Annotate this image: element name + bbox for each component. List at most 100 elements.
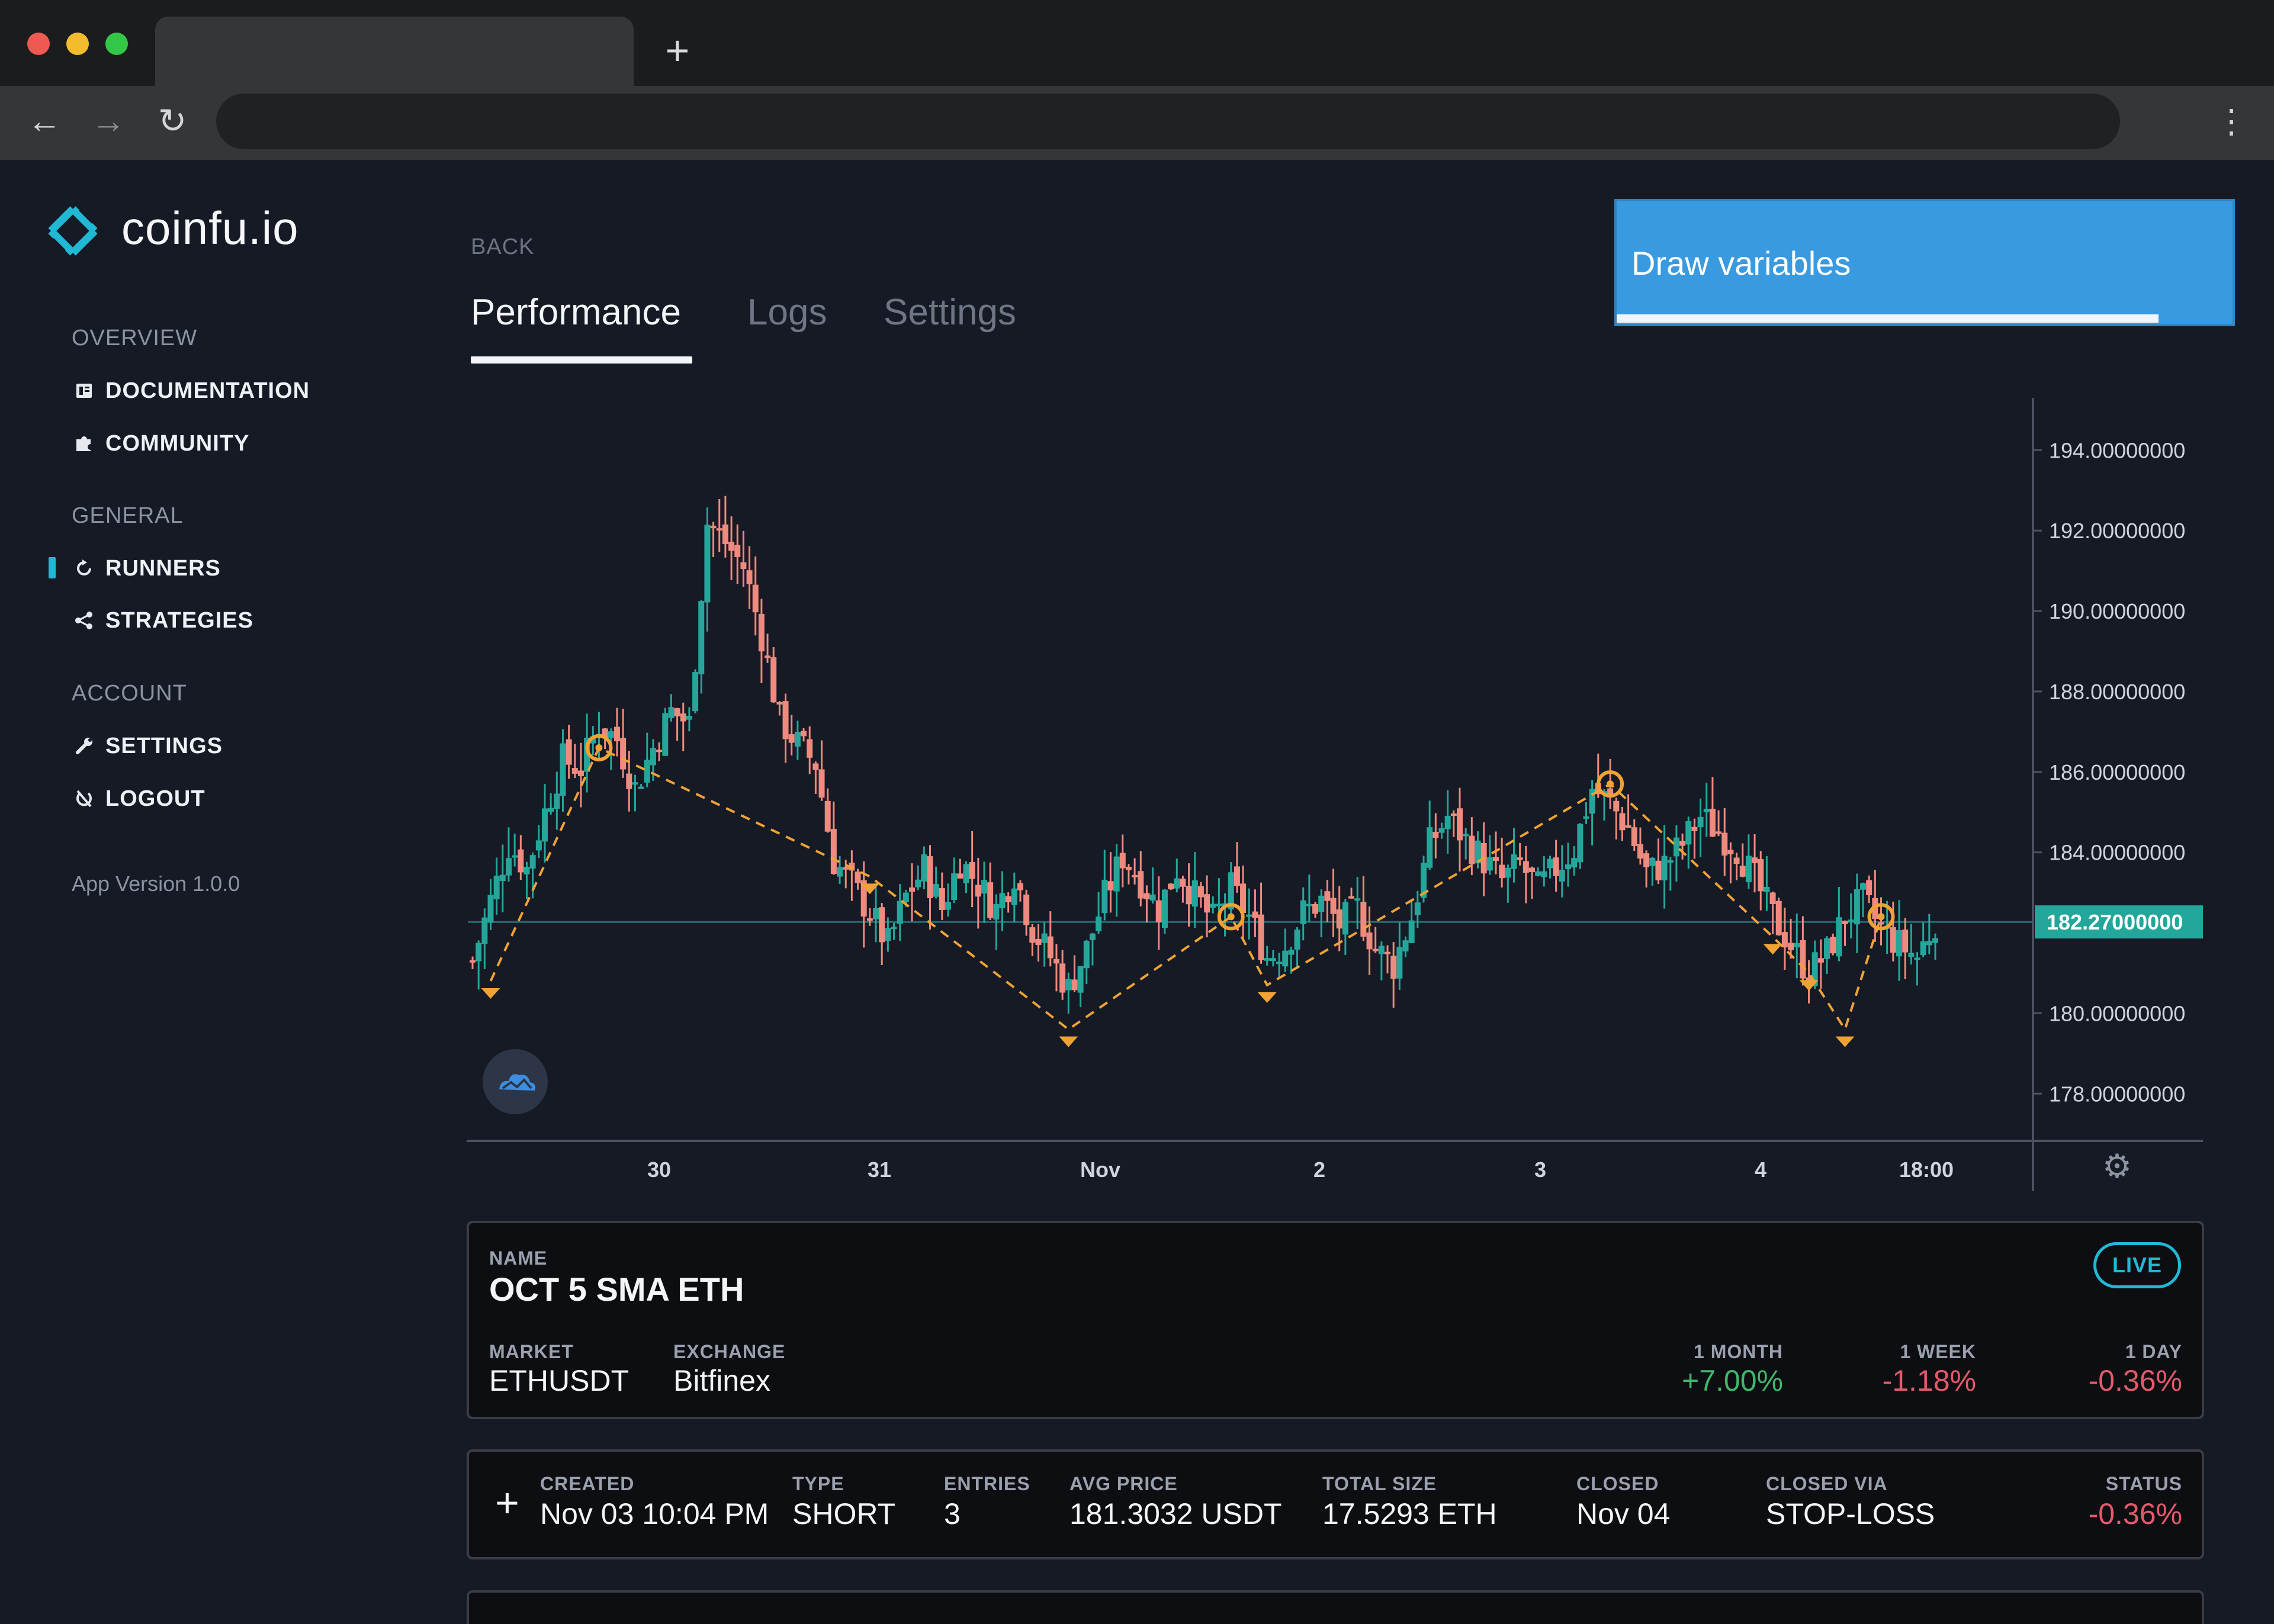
candle-body [1180, 879, 1186, 887]
candle-body [1029, 927, 1036, 943]
address-bar[interactable] [216, 94, 2120, 149]
tab-settings[interactable]: Settings [884, 292, 1017, 333]
candle-body [1817, 958, 1824, 963]
x-tick-label: 18:00 [1899, 1157, 1954, 1182]
candle-body [1667, 860, 1674, 863]
candle-body [1438, 828, 1445, 833]
chart-logo-icon[interactable] [483, 1049, 548, 1114]
candle-body [1005, 896, 1011, 902]
candle-body [638, 786, 644, 789]
arrow-right-icon[interactable]: → [91, 102, 126, 140]
column-header-avg-price: AVG PRICE [1069, 1473, 1178, 1494]
candle-body [1769, 892, 1776, 904]
candle-body [879, 907, 885, 943]
arrow-left-icon[interactable]: ← [27, 102, 62, 140]
candle-body [855, 872, 861, 883]
tab-performance[interactable]: Performance [471, 292, 681, 333]
sidebar-item-documentation[interactable]: DOCUMENTATION [71, 373, 310, 409]
candle-body [1089, 933, 1096, 940]
candle-body [548, 808, 554, 812]
candle-body [1643, 853, 1650, 867]
candle-body [969, 862, 975, 879]
trade-path [489, 746, 1883, 1033]
chart-svg[interactable]: 194.00000000 192.00000000 190.00000000 188.… [467, 398, 2203, 1191]
candle-body [1637, 844, 1643, 859]
candle-body [740, 562, 747, 569]
sidebar-item-runners[interactable]: RUNNERS [71, 551, 221, 586]
sidebar-item-settings[interactable]: SETTINGS [71, 728, 223, 764]
candle-body [529, 855, 536, 869]
candle-body [1553, 857, 1559, 876]
candle-body [476, 943, 482, 961]
candle-body [626, 773, 632, 789]
gear-icon[interactable]: ⚙ [2102, 1147, 2132, 1185]
browser-tab[interactable] [155, 17, 634, 88]
cell-closed: Nov 04 [1576, 1497, 1671, 1530]
expand-row-button[interactable]: + [495, 1480, 519, 1526]
candle-body [927, 856, 933, 898]
candle-body [1336, 909, 1342, 929]
candle-body [1505, 867, 1511, 878]
sidebar-item-logout[interactable]: LOGOUT [71, 781, 205, 816]
candle-body [1234, 866, 1240, 886]
reload-icon[interactable]: ↻ [158, 102, 187, 140]
candle-body [1155, 900, 1162, 922]
y-tick-label: 178.00000000 [2049, 1082, 2185, 1106]
perf-1-month-value: +7.00% [1682, 1364, 1783, 1397]
sidebar-item-label: SETTINGS [105, 733, 223, 758]
candle-body [1920, 941, 1926, 956]
candle-body [590, 736, 596, 744]
candle-body [1059, 963, 1066, 993]
market-value: ETHUSDT [489, 1364, 629, 1397]
candle-body [1186, 886, 1192, 905]
candle-body [1511, 854, 1517, 869]
candle-body [1854, 889, 1860, 925]
candle-body [1138, 871, 1144, 899]
table-row[interactable] [467, 1449, 2204, 1559]
exit-marker-dot [1877, 913, 1885, 921]
candle-body [1559, 869, 1565, 882]
draw-variables-panel[interactable] [1614, 199, 2235, 326]
sidebar-item-community[interactable]: COMMUNITY [71, 426, 249, 461]
x-tick-label: Nov [1080, 1157, 1120, 1182]
candle-body [987, 882, 994, 918]
candle-body [644, 760, 650, 783]
back-link[interactable]: BACK [471, 234, 535, 259]
candle-body [656, 750, 663, 752]
tab-logs[interactable]: Logs [747, 292, 827, 333]
maximize-window-button[interactable] [105, 33, 128, 55]
candle-body [1366, 932, 1373, 950]
candle-body [1842, 921, 1848, 924]
candle-body [614, 726, 620, 742]
candle-body [1252, 911, 1258, 918]
close-window-button[interactable] [27, 33, 50, 55]
sidebar-item-label: STRATEGIES [105, 607, 253, 633]
candle-body [1119, 853, 1126, 869]
candle-body [1890, 927, 1896, 953]
sidebar-item-strategies[interactable]: STRATEGIES [71, 603, 253, 638]
candle-body [1270, 958, 1276, 961]
candle-body [1017, 883, 1023, 890]
candle-body [963, 864, 969, 883]
candle-body [1041, 933, 1048, 943]
price-chart[interactable]: 194.00000000 192.00000000 190.00000000 188.… [467, 398, 2203, 1191]
candle-body [668, 707, 675, 718]
candle-body [1812, 952, 1818, 986]
candle-body [915, 879, 921, 887]
new-tab-button[interactable]: + [665, 27, 690, 73]
x-tick-label: 30 [647, 1157, 671, 1182]
candle-body [1469, 835, 1475, 864]
candle-body [1402, 940, 1409, 952]
entry-marker [1059, 1036, 1078, 1047]
candle-body [1613, 800, 1620, 812]
y-tick-label: 186.00000000 [2049, 760, 2185, 784]
minimize-window-button[interactable] [66, 33, 89, 55]
candle-body [1589, 789, 1595, 814]
table-row[interactable] [467, 1590, 2204, 1624]
brand-name[interactable]: coinfu.io [121, 202, 299, 254]
status-badge: LIVE [2093, 1242, 2181, 1288]
candle-body [837, 867, 843, 877]
kebab-menu-icon[interactable]: ⋮ [2215, 102, 2248, 140]
candle-body [620, 738, 627, 770]
candle-body [1775, 901, 1782, 935]
